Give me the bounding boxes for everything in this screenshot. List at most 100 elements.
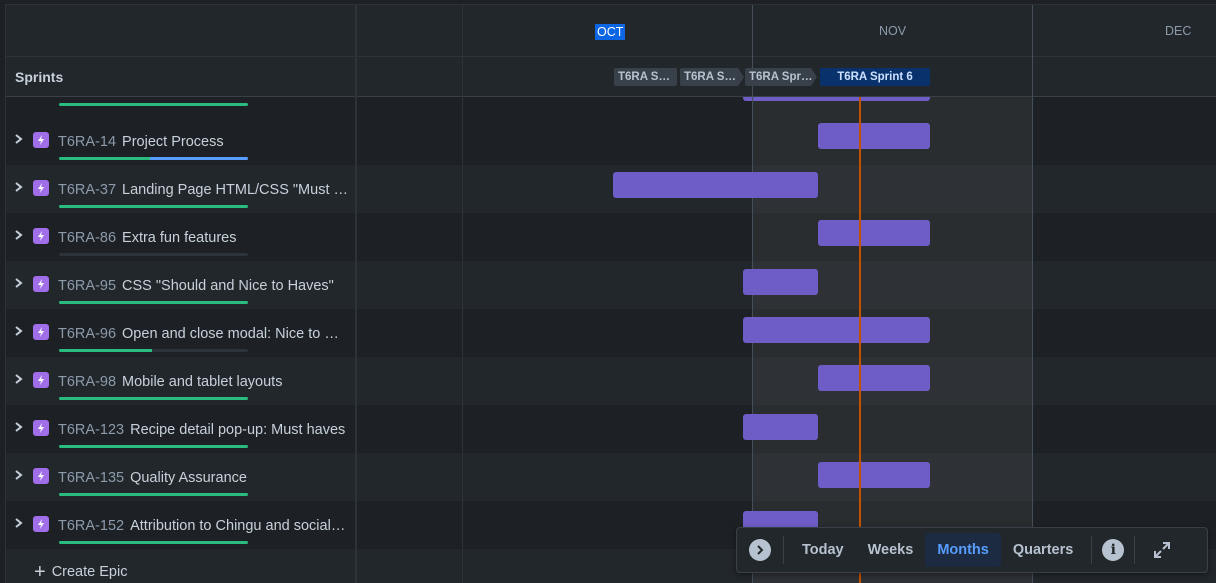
epic-title[interactable]: T6RA-152 Attribution to Chingu and social… [58,517,348,535]
timeline-grid: OCT NOV DEC T6RA Sprint 3 T6RA Sprint 4 … [357,5,1216,583]
epic-title[interactable]: T6RA-95 CSS "Should and Nice to Haves" [58,277,348,295]
epic-title[interactable]: T6RA-98 Mobile and tablet layouts [58,373,348,391]
epic-key: T6RA-96 [58,326,117,342]
create-row-bg [6,549,355,583]
epic-title[interactable]: T6RA-86 Extra fun features [58,229,348,247]
toolbar-divider [1134,536,1136,564]
month-label-oct: OCT [595,24,626,40]
epic-key: T6RA-135 [58,470,125,486]
chevron-right-icon[interactable] [14,131,26,147]
toolbar-divider [783,536,784,564]
epic-row[interactable]: T6RA-37 Landing Page HTML/CSS "Must Haves… [6,165,355,213]
epic-key: T6RA-152 [58,518,125,534]
epic-bar[interactable] [743,317,930,343]
chevron-right-icon[interactable] [14,419,26,435]
epic-lightning-icon [33,516,49,532]
epic-row[interactable]: T6RA-152 Attribution to Chingu and social… [6,501,355,549]
epic-summary: Attribution to Chingu and social links [130,518,348,534]
epic-row[interactable]: T6RA-86 Extra fun features [6,213,355,261]
epic-key: T6RA-86 [58,230,117,246]
epic-bar[interactable] [743,269,818,295]
sprints-row-header: Sprints [6,57,355,97]
sprint-chip[interactable]: T6RA Sprint 5 [745,68,817,86]
fullscreen-icon[interactable] [1149,537,1175,563]
epic-progress-bar [59,157,248,160]
month-label-nov: NOV [879,24,907,38]
epic-row[interactable]: T6RA-96 Open and close modal: Nice to Hav… [6,309,355,357]
epic-summary: Landing Page HTML/CSS "Must Haves" [122,182,348,198]
epic-lightning-icon [33,468,49,484]
epic-key: T6RA-98 [58,374,117,390]
epic-row[interactable]: T6RA-123 Recipe detail pop-up: Must haves [6,405,355,453]
epic-lightning-icon [33,276,49,292]
epic-lightning-icon [33,132,49,148]
epic-title[interactable]: T6RA-123 Recipe detail pop-up: Must haves [58,421,348,439]
timeline-row-bg [357,453,1216,501]
chevron-right-icon[interactable] [14,227,26,243]
epic-progress-bar [59,541,248,544]
timeline-row-bg [357,357,1216,405]
sprint-chip[interactable]: T6RA Sprint 3 [614,68,677,86]
chevron-right-icon[interactable] [14,179,26,195]
create-epic-label: Create Epic [51,564,128,580]
chevron-right-icon[interactable] [14,275,26,291]
epic-bar[interactable] [818,123,930,149]
create-epic-button[interactable]: + Create Epic [34,562,128,582]
epic-row[interactable]: T6RA-98 Mobile and tablet layouts [6,357,355,405]
chevron-right-icon[interactable] [14,371,26,387]
epic-progress-bar [59,205,248,208]
weeks-button[interactable]: Weeks [867,542,914,558]
epic-progress-bar [59,253,248,256]
epic-row[interactable]: T6RA-135 Quality Assurance [6,453,355,501]
epic-progress-bar [59,445,248,448]
epic-summary: Mobile and tablet layouts [122,374,283,390]
timeline-view-toolbar: Today Weeks Months Quarters i [736,527,1208,573]
epic-bar[interactable] [818,365,930,391]
epic-summary: Open and close modal: Nice to Haves [122,326,348,342]
epic-title[interactable]: T6RA-37 Landing Page HTML/CSS "Must Haves… [58,181,348,199]
partial-progress-bar [59,103,248,106]
epic-list-panel: Sprints T6RA-14 Project Process T6RA-37 La… [6,5,357,583]
epic-lightning-icon [33,420,49,436]
toolbar-divider [1091,536,1093,564]
epic-bar[interactable] [818,462,930,488]
roadmap-view: Sprints T6RA-14 Project Process T6RA-37 La… [5,4,1216,583]
grid-line [462,5,463,583]
epic-title[interactable]: T6RA-135 Quality Assurance [58,469,348,487]
chevron-right-icon[interactable] [14,323,26,339]
epic-lightning-icon [33,180,49,196]
sprint-chip[interactable]: T6RA Sprint 4 [680,68,744,86]
epic-progress-bar [59,397,248,400]
epic-progress-bar [59,301,248,304]
epic-row[interactable]: T6RA-14 Project Process [6,117,355,165]
months-button[interactable]: Months [925,533,1001,567]
info-icon[interactable]: i [1102,539,1125,561]
epic-progress-bar [59,349,248,352]
chevron-right-icon[interactable] [14,515,26,531]
chevron-right-icon[interactable] [749,539,771,561]
grid-line [1032,5,1033,583]
epic-bar[interactable] [613,172,818,198]
month-header: OCT NOV DEC [357,5,1216,57]
epic-progress-bar [59,493,248,496]
epic-lightning-icon [33,372,49,388]
chevron-right-icon[interactable] [14,467,26,483]
today-button[interactable]: Today [802,542,844,558]
month-label-dec: DEC [1165,24,1192,38]
epic-key: T6RA-123 [58,422,125,438]
epic-summary: Recipe detail pop-up: Must haves [130,422,346,438]
quarters-button[interactable]: Quarters [1012,542,1074,558]
epic-summary: Project Process [122,134,224,150]
left-header-spacer [6,5,355,57]
epic-bar[interactable] [818,220,930,246]
epic-key: T6RA-14 [58,134,117,150]
epic-lightning-icon [33,324,49,340]
epic-summary: CSS "Should and Nice to Haves" [122,278,334,294]
epic-row[interactable]: T6RA-95 CSS "Should and Nice to Haves" [6,261,355,309]
epic-title[interactable]: T6RA-96 Open and close modal: Nice to Hav… [58,325,348,343]
sprint-chip-active[interactable]: T6RA Sprint 6 [820,68,930,86]
epic-key: T6RA-37 [58,182,117,198]
epic-title[interactable]: T6RA-14 Project Process [58,133,348,151]
epic-bar[interactable] [743,414,818,440]
epic-summary: Quality Assurance [130,470,247,486]
